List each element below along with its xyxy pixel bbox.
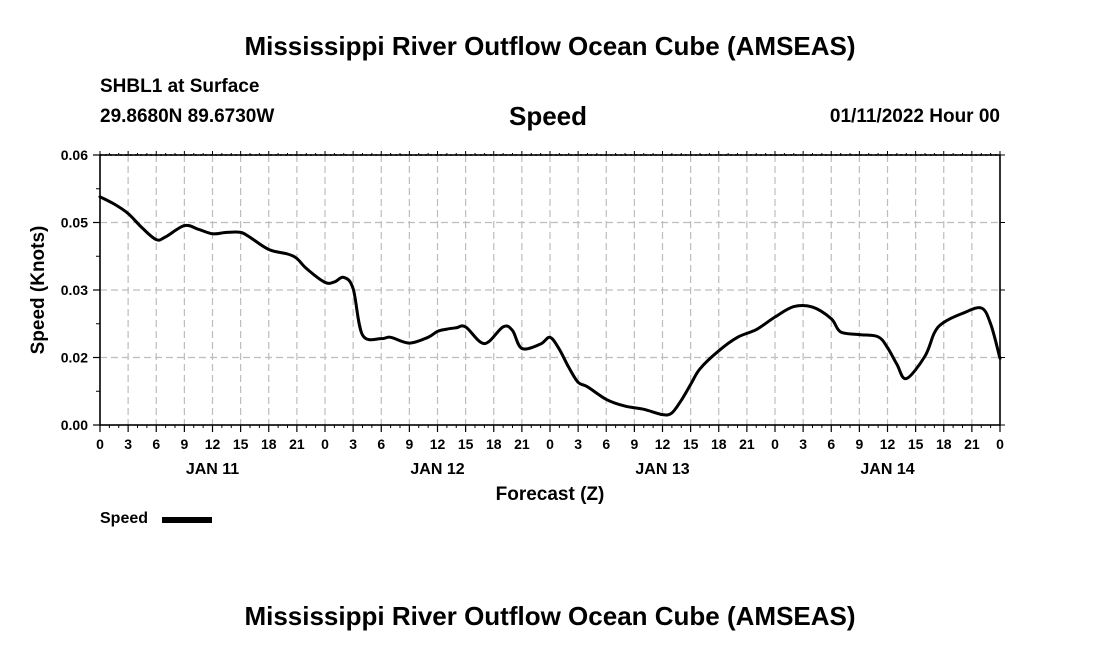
x-tick-label: 12 [880,436,896,452]
x-tick-label: 18 [486,436,502,452]
x-tick-label: 3 [574,436,582,452]
x-tick-label: 6 [152,436,160,452]
x-tick-label: 6 [827,436,835,452]
x-tick-label: 9 [405,436,413,452]
x-tick-label: 21 [514,436,530,452]
x-tick-label: 21 [289,436,305,452]
x-tick-label: 0 [546,436,554,452]
x-tick-label: 18 [261,436,277,452]
x-tick-label: 9 [630,436,638,452]
day-label: JAN 12 [410,461,464,478]
day-label: JAN 13 [635,461,689,478]
speed-chart: 0 3 6 9 12 15 18 21 0 3 6 9 12 15 18 21 0 3 6 9 12 15 18 21 0 3 6 9… [28,147,1005,505]
x-tick-label: 15 [908,436,924,452]
x-tick-label: 12 [205,436,221,452]
x-tick-label: 0 [771,436,779,452]
x-tick-label: 3 [799,436,807,452]
day-label: JAN 11 [186,461,239,478]
station-label: SHBL1 at Surface [100,76,260,97]
x-tick-label: 9 [855,436,863,452]
y-tick-label: 0.02 [61,350,88,366]
x-tick-label: 18 [711,436,727,452]
x-tick-label: 0 [96,436,104,452]
speed-series-line [98,195,1002,417]
x-tick-label: 21 [739,436,755,452]
y-tick-label: 0.00 [61,417,88,433]
x-tick-label: 15 [233,436,249,452]
y-tick-label: 0.05 [61,215,88,231]
y-axis-title: Speed (Knots) [28,226,49,355]
legend-label: Speed [100,510,149,527]
x-tick-label: 21 [964,436,980,452]
legend-swatch [162,517,212,523]
chart-title: Mississippi River Outflow Ocean Cube (AM… [244,31,856,61]
station-coords: 29.8680N 89.6730W [100,106,275,127]
plot-title: Speed [509,101,588,131]
x-tick-label: 0 [996,436,1004,452]
x-tick-label: 0 [321,436,329,452]
x-tick-label: 18 [936,436,952,452]
forecast-datetime: 01/11/2022 Hour 00 [829,106,1000,127]
x-tick-label: 12 [430,436,446,452]
y-tick-label: 0.06 [61,147,88,163]
x-tick-label: 15 [683,436,699,452]
x-tick-label: 6 [377,436,385,452]
y-tick-label: 0.03 [61,282,88,298]
plot-frame [99,154,1001,426]
x-tick-label: 12 [655,436,671,452]
day-label: JAN 14 [860,461,914,478]
x-tick-label: 3 [124,436,132,452]
x-tick-label: 9 [180,436,188,452]
x-tick-label: 6 [602,436,610,452]
footer-title: Mississippi River Outflow Ocean Cube (AM… [244,601,856,631]
x-tick-label: 15 [458,436,474,452]
x-tick-label: 3 [349,436,357,452]
x-axis-title: Forecast (Z) [496,484,605,505]
